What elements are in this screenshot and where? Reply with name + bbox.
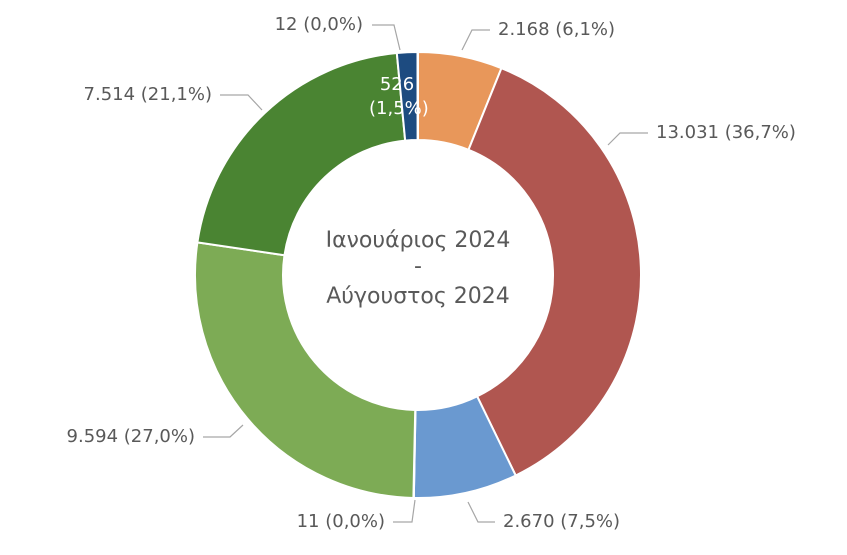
donut-slice	[196, 51, 407, 257]
leader-line	[220, 94, 263, 111]
data-label: 9.594 (27,0%)	[66, 426, 195, 447]
leader-line	[467, 501, 495, 523]
center-text: Αύγουστος 2024	[326, 284, 510, 309]
leader-line	[372, 24, 401, 51]
data-label: 2.168 (6,1%)	[498, 19, 616, 40]
donut-slice	[467, 66, 642, 477]
data-label: 2.670 (7,5%)	[503, 511, 621, 532]
data-label: 7.514 (21,1%)	[83, 84, 212, 105]
center-text: Ιανουάριος 2024	[325, 228, 511, 253]
data-label: 11 (0,0%)	[296, 511, 385, 532]
donut-slice	[194, 241, 417, 499]
data-label: 526 (1,5%)	[369, 74, 429, 119]
center-text: -	[414, 254, 422, 279]
leader-line	[393, 499, 416, 523]
leader-line	[203, 424, 244, 438]
data-label: 13.031 (36,7%)	[656, 122, 796, 143]
leader-line	[461, 29, 490, 51]
leader-line	[607, 132, 648, 146]
data-label: 12 (0,0%)	[274, 14, 363, 35]
